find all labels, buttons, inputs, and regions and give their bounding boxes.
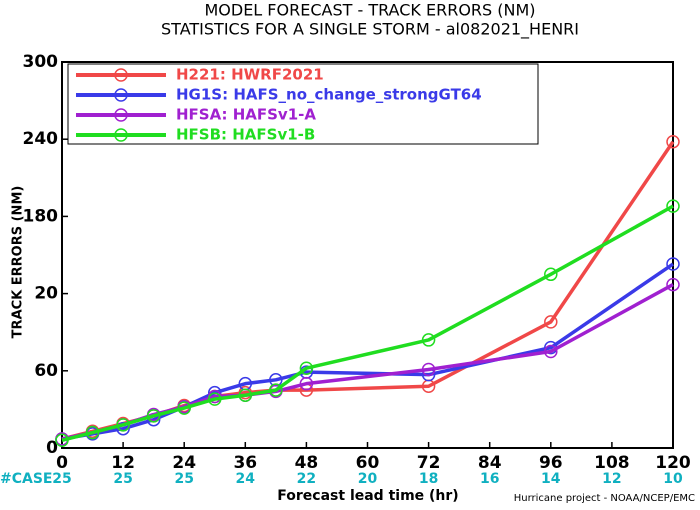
data-point (666, 135, 680, 149)
legend-label: H221: HWRF2021 (176, 66, 324, 84)
data-point (116, 421, 130, 436)
x-tick-label: 12 (111, 453, 135, 473)
data-point (299, 376, 314, 391)
x-tick-label: 72 (417, 453, 441, 473)
data-point (666, 257, 680, 271)
x-tick-label: 60 (356, 453, 380, 473)
x-tick-label: 84 (478, 453, 502, 473)
x-tick-label: 24 (172, 453, 196, 473)
case-count: 10 (663, 471, 683, 487)
x-tick-label: 36 (233, 453, 257, 473)
data-point (146, 409, 161, 423)
case-count: 14 (541, 471, 561, 487)
x-tick-label: 108 (594, 453, 630, 473)
y-tick-label: 180 (23, 206, 59, 226)
legend-marker (114, 128, 128, 142)
legend-box (67, 63, 539, 145)
data-point (421, 362, 436, 377)
footnote: Hurricane project - NOAA/NCEP/EMC (514, 493, 695, 504)
data-point (177, 401, 191, 415)
case-count: 25 (52, 471, 71, 487)
legend-label: HFSA: HAFSv1-A (176, 106, 316, 124)
x-tick-label: 96 (539, 453, 563, 473)
legend-marker (114, 68, 128, 82)
data-point (269, 383, 283, 397)
data-point (544, 267, 558, 282)
legend-label: HFSB: HAFSv1-B (176, 126, 315, 144)
y-tick-label: 20 (34, 284, 58, 304)
x-tick-label: 48 (295, 453, 319, 473)
data-point (55, 433, 69, 448)
data-point (666, 199, 680, 213)
chart-title: MODEL FORECAST - TRACK ERRORS (NM) (204, 1, 535, 20)
x-tick-label: 120 (655, 453, 691, 473)
y-tick-label: 300 (23, 52, 59, 72)
case-count: 22 (297, 471, 316, 487)
x-tick-label: 0 (56, 453, 68, 473)
data-point (238, 388, 253, 402)
case-count: 24 (236, 471, 256, 487)
case-count: 18 (419, 471, 438, 487)
data-point (85, 425, 100, 440)
legend-marker (114, 88, 128, 102)
y-tick-label: 0 (46, 438, 58, 458)
case-count: 12 (602, 471, 621, 487)
chart-subtitle: STATISTICS FOR A SINGLE STORM - al082021… (161, 20, 579, 40)
y-tick-label: 240 (23, 129, 59, 149)
case-label: #CASE (0, 471, 53, 487)
y-axis-label: TRACK ERRORS (NM) (11, 186, 26, 339)
case-count: 25 (174, 471, 193, 487)
case-count: 25 (113, 471, 132, 487)
data-point (299, 361, 314, 375)
data-point (544, 344, 558, 359)
data-point (116, 418, 130, 432)
legend-label: HG1S: HAFS_no_change_strongGT64 (176, 86, 482, 104)
legend-marker (114, 108, 128, 122)
data-point (421, 333, 436, 347)
y-tick-label: 60 (34, 361, 58, 381)
series-line (61, 204, 674, 442)
x-axis-label: Forecast lead time (hr) (277, 488, 458, 504)
data-point (208, 392, 222, 406)
data-point (666, 277, 680, 292)
series-line (61, 262, 674, 441)
data-point (544, 315, 558, 329)
case-count: 16 (480, 471, 499, 487)
series-line (61, 140, 675, 441)
case-count: 20 (358, 471, 378, 487)
